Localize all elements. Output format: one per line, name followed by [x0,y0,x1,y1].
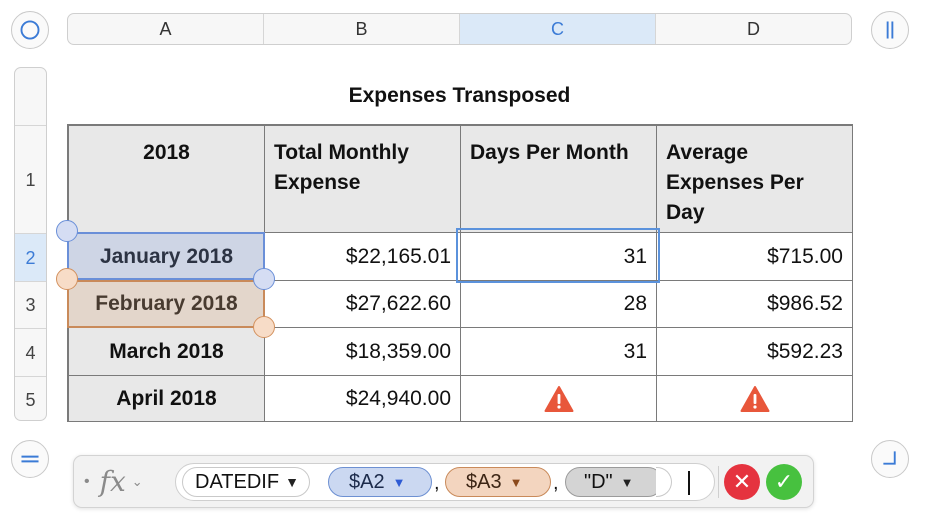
cell-days-april[interactable] [461,376,657,422]
row-handle-icon [21,455,39,463]
header-cell-year[interactable]: 2018 [69,126,265,233]
row-header-blank [15,68,46,126]
chevron-down-icon: ▼ [620,475,634,490]
column-header-d[interactable]: D [747,19,760,39]
close-icon: ✕ [732,469,752,494]
formula-bar-divider [718,466,719,498]
argument-separator: , [553,472,559,494]
row-header-3[interactable]: 3 [15,281,46,328]
argument-separator: , [434,472,440,494]
argument-d-label: "D" [584,471,613,493]
header-cell-average-expenses-per-day[interactable]: Average Expenses Per Day [657,126,853,233]
warning-triangle-icon[interactable] [544,385,574,413]
argument-token-a3[interactable]: $A3 ▼ [445,467,551,497]
row-header-4[interactable]: 4 [15,328,46,376]
function-token-datedif[interactable]: DATEDIF ▼ [182,467,310,497]
chevron-down-icon: ▼ [392,475,406,490]
chevron-down-icon: ⌄ [131,473,143,489]
select-all-button[interactable] [11,11,49,49]
argument-a3-label: $A3 [466,471,502,493]
chevron-down-icon: ▼ [509,475,523,490]
data-table: 2018 Total Monthly Expense Days Per Mont… [67,124,853,422]
row-header-2[interactable]: 2 [15,233,46,281]
column-handle-icon [886,21,894,39]
chevron-down-icon: ▼ [285,474,299,490]
table-title: Expenses Transposed [348,84,571,107]
formula-bar: • fx ⌄ DATEDIF ▼ $A2 ▼ , $A3 ▼ , "D" ▼ ✕ ✓ [73,455,814,508]
row-label-march[interactable]: March 2018 [69,328,265,376]
function-menu-button[interactable]: • fx ⌄ [84,456,169,507]
reference-handle-a2-start[interactable] [56,220,78,242]
add-row-button[interactable] [11,440,49,478]
row-header-bar: 1 2 3 4 5 [14,67,47,421]
add-column-button[interactable] [871,11,909,49]
argument-token-a2[interactable]: $A2 ▼ [328,467,432,497]
reference-handle-a2-end[interactable] [253,268,275,290]
closing-paren-token [656,467,672,497]
header-cell-days-per-month[interactable]: Days Per Month [461,126,657,233]
resize-table-button[interactable] [871,440,909,478]
argument-token-d[interactable]: "D" ▼ [565,467,663,497]
cell-days-march[interactable]: 31 [461,328,657,376]
header-cell-total-monthly-expense[interactable]: Total Monthly Expense [265,126,461,233]
cell-average-march[interactable]: $592.23 [657,328,853,376]
column-header-a[interactable]: A [68,14,264,44]
row-header-5[interactable]: 5 [15,376,46,420]
fx-icon: fx [99,465,126,498]
checkmark-icon: ✓ [774,469,794,494]
formula-editor[interactable]: DATEDIF ▼ $A2 ▼ , $A3 ▼ , "D" ▼ [175,463,715,501]
cancel-formula-button[interactable]: ✕ [724,464,760,500]
reference-handle-a3-end[interactable] [253,316,275,338]
formula-bar-dot: • [84,472,90,490]
row-label-april[interactable]: April 2018 [69,376,265,422]
argument-a2-label: $A2 [349,471,385,493]
cell-total-april[interactable]: $24,940.00 [265,376,461,422]
cell-average-april[interactable] [657,376,853,422]
cell-total-march[interactable]: $18,359.00 [265,328,461,376]
warning-triangle-icon[interactable] [740,385,770,413]
cell-days-february[interactable]: 28 [461,281,657,328]
cell-total-january[interactable]: $22,165.01 [265,233,461,281]
column-header-bar: A B C D [67,13,852,45]
reference-range-a2 [67,232,265,280]
function-name: DATEDIF [195,471,280,493]
cell-average-january[interactable]: $715.00 [657,233,853,281]
cell-days-january[interactable]: 31 [461,233,657,281]
row-header-1[interactable]: 1 [15,125,46,233]
reference-range-a3 [67,280,265,328]
reference-handle-a3-start[interactable] [56,268,78,290]
accept-formula-button[interactable]: ✓ [766,464,802,500]
column-header-b[interactable]: B [264,14,460,44]
resize-corner-icon [883,451,896,465]
column-header-c[interactable]: C [460,14,656,44]
cell-average-february[interactable]: $986.52 [657,281,853,328]
circle-icon [20,20,40,40]
row-label-january[interactable]: January 2018 [69,233,265,281]
text-caret [688,471,690,495]
active-cell-c2 [456,228,660,283]
cell-total-february[interactable]: $27,622.60 [265,281,461,328]
